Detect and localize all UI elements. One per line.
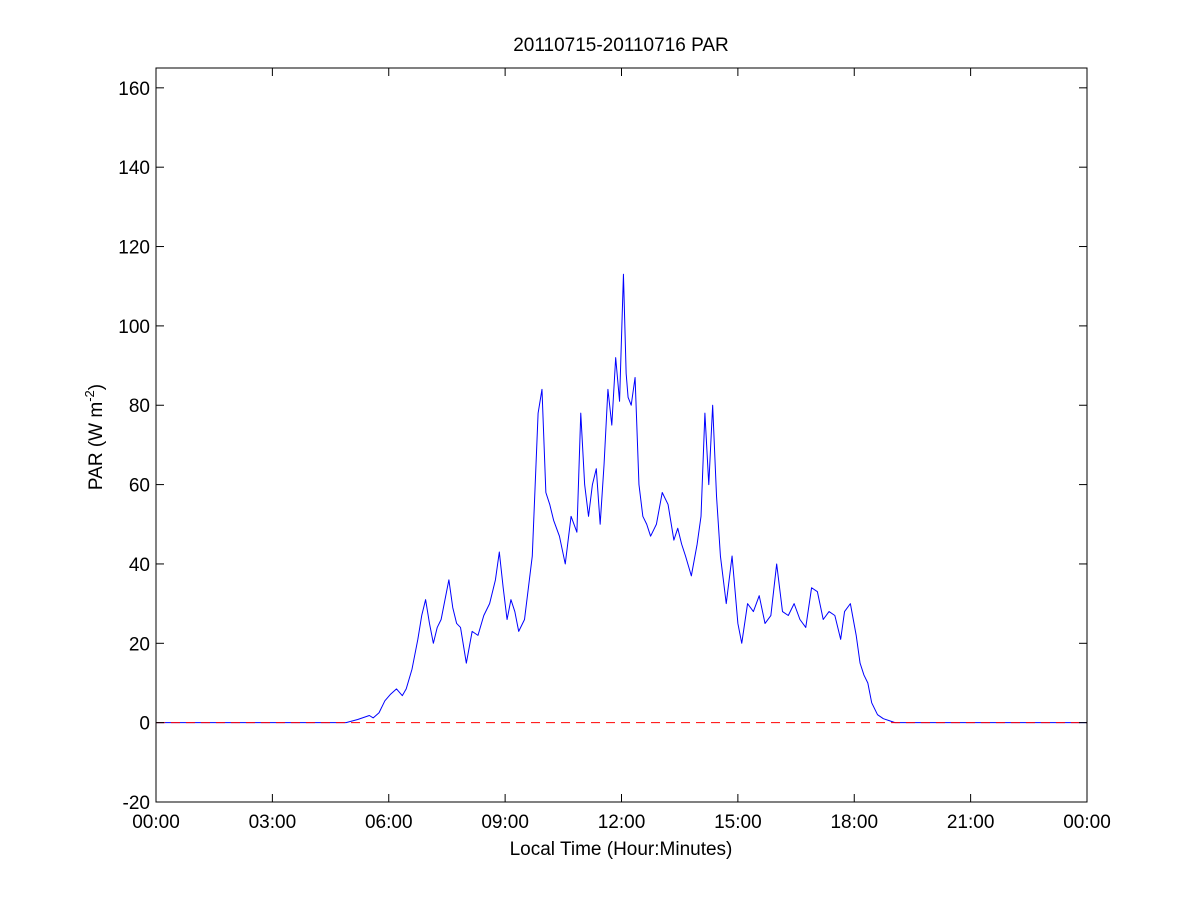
x-tick-label: 15:00 <box>714 812 762 833</box>
x-axis-label: Local Time (Hour:Minutes) <box>510 839 733 860</box>
y-axis-label-suffix: ) <box>86 384 107 390</box>
y-tick-label: 20 <box>129 634 150 655</box>
y-tick-label: 40 <box>129 555 150 576</box>
y-tick-label: 160 <box>118 79 150 100</box>
x-tick-label: 00:00 <box>1063 812 1111 833</box>
y-tick-label: 100 <box>118 317 150 338</box>
x-tick-label: 18:00 <box>830 812 878 833</box>
y-axis-label-prefix: PAR (W m <box>86 402 107 490</box>
y-axis-label-superscript: -2 <box>82 390 97 402</box>
x-tick-label: 09:00 <box>481 812 529 833</box>
y-axis-label: PAR (W m-2) <box>82 384 107 490</box>
x-tick-label: 12:00 <box>598 812 646 833</box>
plot-frame <box>155 67 1088 803</box>
x-tick-label: 21:00 <box>947 812 995 833</box>
y-tick-label: 60 <box>129 476 150 497</box>
y-tick-label: 140 <box>118 158 150 179</box>
x-tick-label: 03:00 <box>249 812 297 833</box>
par-series-line <box>156 273 1087 724</box>
x-tick-label: 00:00 <box>132 812 180 833</box>
chart-title: 20110715-20110716 PAR <box>513 35 729 56</box>
y-tick-label: 80 <box>129 396 150 417</box>
x-tick-label: 06:00 <box>365 812 413 833</box>
plot-area: 00:00 03:00 06:00 09:00 12:00 15:00 18:00 21:00… <box>118 68 1111 833</box>
y-tick-label: 0 <box>139 714 150 735</box>
y-tick-label: 120 <box>118 238 150 259</box>
y-tick-label: -20 <box>123 793 150 814</box>
